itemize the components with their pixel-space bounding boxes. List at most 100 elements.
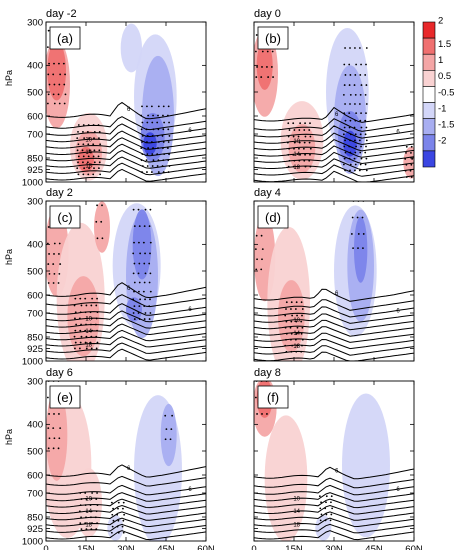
significance-dot bbox=[93, 167, 95, 170]
colorbar-segment bbox=[422, 37, 436, 55]
significance-dot bbox=[144, 272, 147, 275]
significance-dot bbox=[256, 66, 258, 68]
significance-dot bbox=[266, 50, 269, 53]
significance-dot bbox=[260, 268, 263, 271]
significance-dot bbox=[122, 507, 124, 510]
y-tick-label: 400 bbox=[27, 240, 43, 251]
significance-dot bbox=[285, 320, 288, 323]
significance-dot bbox=[63, 83, 66, 86]
significance-dot bbox=[288, 129, 291, 131]
contour-line bbox=[254, 477, 414, 489]
contour-label: 14 bbox=[293, 152, 300, 158]
significance-dot bbox=[79, 341, 82, 344]
significance-dot bbox=[348, 126, 351, 129]
significance-dot bbox=[360, 145, 362, 148]
significance-dot bbox=[143, 281, 146, 284]
significance-dot bbox=[83, 167, 86, 170]
significance-dot bbox=[133, 262, 136, 265]
panel-tag-box bbox=[49, 205, 81, 229]
y-axis-label: hPa bbox=[4, 249, 14, 265]
significance-dot bbox=[148, 262, 151, 265]
significance-dot bbox=[157, 114, 159, 117]
colorbar-segment bbox=[422, 70, 436, 87]
anomaly-region bbox=[160, 403, 177, 467]
significance-dot bbox=[137, 312, 140, 314]
contour-label: 6 bbox=[127, 286, 131, 292]
y-tick-label: 1000 bbox=[22, 536, 43, 547]
y-tick-label: 500 bbox=[27, 446, 43, 457]
anomaly-region bbox=[264, 415, 308, 541]
significance-dot bbox=[144, 298, 146, 301]
significance-dot bbox=[260, 234, 263, 237]
contour-line bbox=[46, 282, 206, 299]
significance-dot bbox=[144, 252, 146, 255]
contour-line bbox=[254, 306, 414, 318]
significance-dot bbox=[151, 153, 154, 156]
significance-dot bbox=[167, 128, 170, 131]
significance-dot bbox=[79, 522, 82, 525]
significance-dot bbox=[291, 314, 294, 317]
contour-line bbox=[254, 164, 414, 177]
contour-line bbox=[46, 168, 206, 182]
significance-dot bbox=[285, 301, 288, 304]
x-tick-label: 60N bbox=[197, 544, 215, 550]
contour-line bbox=[46, 498, 206, 509]
contour-line bbox=[46, 116, 206, 131]
significance-dot bbox=[139, 252, 142, 255]
contour-line bbox=[46, 517, 206, 528]
significance-dot bbox=[79, 329, 82, 332]
y-tick-label: 400 bbox=[27, 420, 43, 431]
significance-dot bbox=[319, 519, 322, 522]
significance-dot bbox=[289, 326, 292, 329]
significance-dot bbox=[361, 216, 364, 219]
contour-line bbox=[254, 351, 414, 361]
contour-label: 10 bbox=[293, 496, 300, 502]
significance-dot bbox=[300, 301, 303, 304]
significance-dot bbox=[349, 103, 351, 105]
significance-dot bbox=[301, 326, 304, 329]
y-tick-label: 300 bbox=[27, 196, 43, 207]
significance-dot bbox=[344, 119, 347, 122]
contour-line bbox=[46, 348, 206, 361]
plot-area-e: 6 10 14 18 6 bbox=[46, 381, 206, 541]
significance-dot bbox=[47, 29, 50, 32]
significance-dot bbox=[349, 93, 352, 96]
x-tick-label: 30N bbox=[325, 544, 343, 550]
significance-dot bbox=[170, 428, 173, 431]
significance-dot bbox=[74, 347, 76, 350]
significance-dot bbox=[46, 102, 49, 105]
significance-dot bbox=[99, 143, 102, 146]
significance-dot bbox=[330, 501, 332, 504]
significance-dot bbox=[98, 149, 101, 152]
contour-line bbox=[254, 345, 414, 356]
significance-dot bbox=[57, 447, 60, 450]
y-tick-label: 600 bbox=[27, 470, 43, 481]
contour-label: 18 bbox=[85, 342, 92, 348]
contour-line bbox=[46, 511, 206, 521]
significance-dot bbox=[267, 76, 270, 78]
significance-dot bbox=[98, 167, 100, 170]
colorbar-segment bbox=[422, 118, 436, 136]
significance-dot bbox=[410, 163, 413, 166]
significance-dot bbox=[165, 428, 168, 431]
plot-area-d: 6 10 14 18 6 bbox=[254, 201, 414, 361]
significance-dot bbox=[309, 153, 311, 156]
significance-dot bbox=[117, 501, 120, 504]
contour-label: 6 bbox=[188, 307, 192, 313]
significance-dot bbox=[308, 141, 311, 144]
significance-dot bbox=[77, 143, 80, 146]
significance-dot bbox=[64, 73, 66, 76]
significance-dot bbox=[149, 272, 152, 275]
significance-dot bbox=[87, 173, 90, 176]
contour-line bbox=[46, 156, 206, 169]
significance-dot bbox=[76, 137, 79, 140]
y-tick-label: 925 bbox=[27, 165, 43, 176]
colorbar-segment bbox=[422, 53, 436, 71]
contour-line bbox=[254, 511, 414, 521]
significance-dot bbox=[88, 167, 90, 170]
significance-dot bbox=[285, 308, 287, 310]
significance-dot bbox=[149, 241, 152, 244]
contour-label: 6 bbox=[396, 309, 400, 315]
